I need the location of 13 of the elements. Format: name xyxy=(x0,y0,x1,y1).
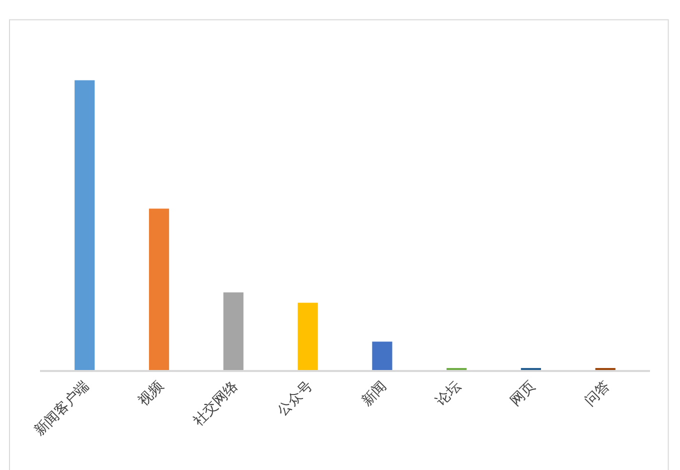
bar xyxy=(74,80,95,370)
bar xyxy=(372,342,392,370)
x-tick-label: 问答 xyxy=(582,378,614,410)
x-tick-label: 网页 xyxy=(508,378,539,410)
x-tick-label: 公众号 xyxy=(274,378,316,420)
x-tick-label: 社交网络 xyxy=(190,378,242,430)
bar xyxy=(298,302,318,370)
x-tick-label: 新闻 xyxy=(358,378,390,410)
bar xyxy=(223,292,244,370)
x-tick-label: 新闻客户端 xyxy=(32,378,92,440)
x-tick-label: 视频 xyxy=(136,378,167,410)
bar xyxy=(148,208,170,370)
x-tick-label: 论坛 xyxy=(433,378,464,410)
